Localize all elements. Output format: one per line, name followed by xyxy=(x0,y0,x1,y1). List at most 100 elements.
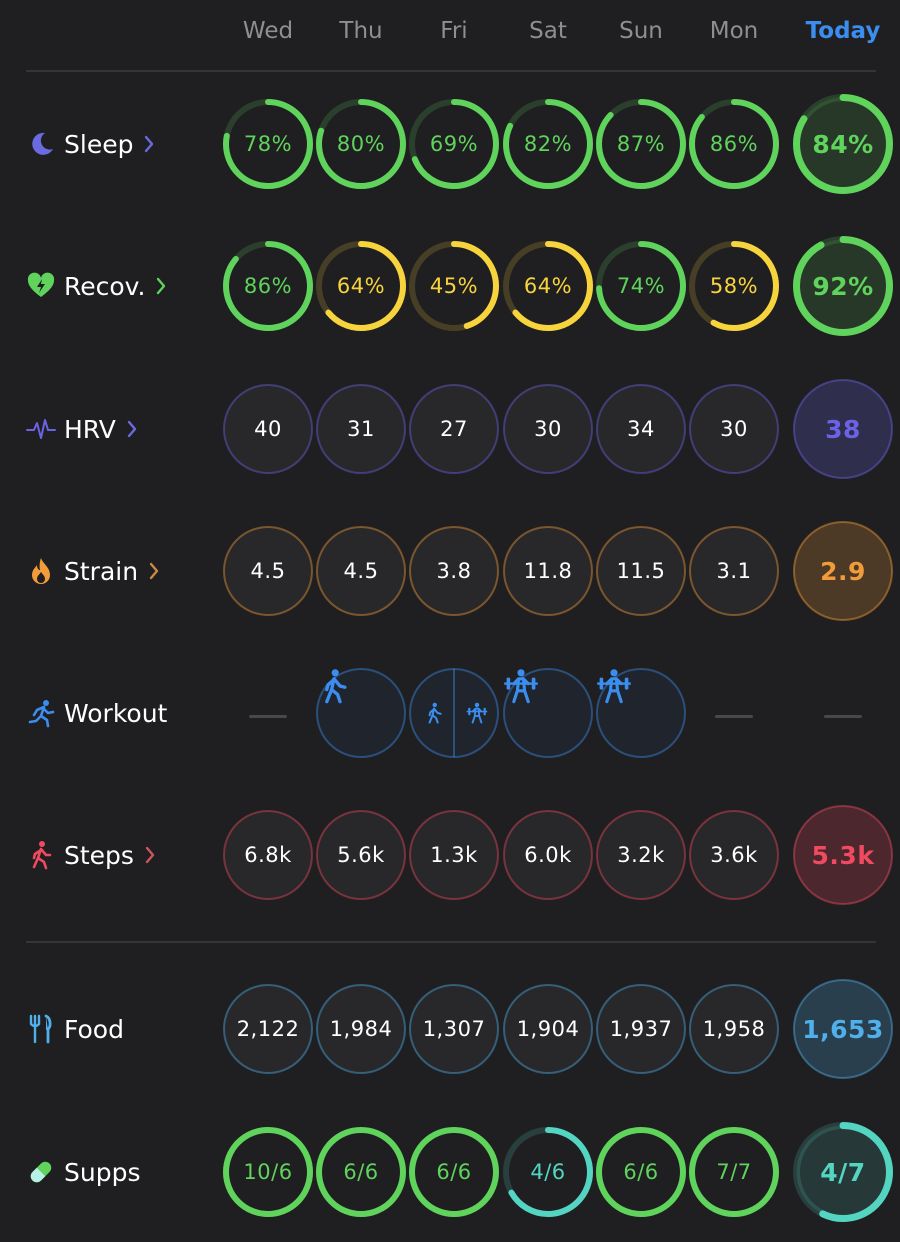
day-label-sun: Sun xyxy=(619,18,663,44)
row-label-supps: Supps xyxy=(26,1102,140,1242)
sleep-cell-sun[interactable]: 87% xyxy=(596,99,686,189)
sleep-cell-mon[interactable]: 86% xyxy=(689,99,779,189)
strain-cell-today[interactable]: 2.9 xyxy=(793,521,893,621)
chevron-right-icon xyxy=(143,134,155,154)
supps-cell-thu[interactable]: 6/6 xyxy=(316,1127,406,1217)
strain-cell-mon[interactable]: 3.1 xyxy=(689,526,779,616)
supps-cell-mon[interactable]: 7/7 xyxy=(689,1127,779,1217)
hrv-cell-sun[interactable]: 34 xyxy=(596,384,686,474)
cell-outline xyxy=(223,526,313,616)
hrv-cell-mon[interactable]: 30 xyxy=(689,384,779,474)
cell-outline xyxy=(596,810,686,900)
chevron-right-icon xyxy=(144,845,156,865)
recovery-cell-wed[interactable]: 86% xyxy=(223,241,313,331)
ring-progress xyxy=(223,1127,313,1217)
recovery-cell-thu[interactable]: 64% xyxy=(316,241,406,331)
strain-cell-sun[interactable]: 11.5 xyxy=(596,526,686,616)
steps-cell-today[interactable]: 5.3k xyxy=(793,805,893,905)
hrv-cell-wed[interactable]: 40 xyxy=(223,384,313,474)
food-cell-wed[interactable]: 2,122 xyxy=(223,984,313,1074)
cell-value: 6.8k xyxy=(244,843,292,867)
workout-cell-fri[interactable] xyxy=(409,668,499,758)
supps-cell-today[interactable]: 4/7 xyxy=(793,1122,893,1222)
food-cell-thu[interactable]: 1,984 xyxy=(316,984,406,1074)
hrv-cell-today[interactable]: 38 xyxy=(793,379,893,479)
recovery-cell-today[interactable]: 92% xyxy=(793,236,893,336)
strain-cell-sat[interactable]: 11.8 xyxy=(503,526,593,616)
sleep-cell-sat[interactable]: 82% xyxy=(503,99,593,189)
hrv-cell-sat[interactable]: 30 xyxy=(503,384,593,474)
row-supps: Supps 10/6 6/6 6/6 4/6 6/6 7/7 4/7 xyxy=(0,1102,900,1242)
row-label-text: Strain xyxy=(64,556,139,586)
food-cell-sun[interactable]: 1,937 xyxy=(596,984,686,1074)
supps-cell-wed[interactable]: 10/6 xyxy=(223,1127,313,1217)
recovery-cell-sat[interactable]: 64% xyxy=(503,241,593,331)
row-label-strain[interactable]: Strain xyxy=(26,501,160,641)
steps-cell-sat[interactable]: 6.0k xyxy=(503,810,593,900)
cell-value: 38 xyxy=(825,414,861,444)
steps-cell-thu[interactable]: 5.6k xyxy=(316,810,406,900)
row-workout: Workout xyxy=(0,643,900,783)
strain-cell-wed[interactable]: 4.5 xyxy=(223,526,313,616)
recovery-cell-sun[interactable]: 74% xyxy=(596,241,686,331)
cell-outline xyxy=(689,384,779,474)
row-strain: Strain 4.5 4.5 3.8 11.8 11.5 3.1 2.9 xyxy=(0,501,900,641)
steps-cell-wed[interactable]: 6.8k xyxy=(223,810,313,900)
day-label-fri: Fri xyxy=(440,18,468,44)
steps-cell-mon[interactable]: 3.6k xyxy=(689,810,779,900)
cell-outline xyxy=(596,384,686,474)
row-label-steps[interactable]: Steps xyxy=(26,785,156,925)
cell-value: 6.0k xyxy=(524,843,572,867)
hrv-cell-thu[interactable]: 31 xyxy=(316,384,406,474)
workout-cell-thu[interactable] xyxy=(316,668,406,758)
sleep-cell-fri[interactable]: 69% xyxy=(409,99,499,189)
supps-cell-sun[interactable]: 6/6 xyxy=(596,1127,686,1217)
supps-cell-fri[interactable]: 6/6 xyxy=(409,1127,499,1217)
food-cell-mon[interactable]: 1,958 xyxy=(689,984,779,1074)
workout-cell-sun[interactable] xyxy=(596,668,686,758)
chevron-right-icon xyxy=(155,276,167,296)
cell-value: 40 xyxy=(254,417,282,441)
cell-value: 1,653 xyxy=(802,1014,884,1044)
cell-value: 6/6 xyxy=(436,1160,472,1184)
sleep-cell-today[interactable]: 84% xyxy=(793,94,893,194)
day-label-today: Today xyxy=(805,18,881,44)
cell-value: 64% xyxy=(523,274,573,298)
strain-cell-fri[interactable]: 3.8 xyxy=(409,526,499,616)
cell-value: 34 xyxy=(627,417,655,441)
cell-outline xyxy=(223,384,313,474)
steps-cell-fri[interactable]: 1.3k xyxy=(409,810,499,900)
workout-cell-sat[interactable] xyxy=(503,668,593,758)
ring-progress xyxy=(409,1127,499,1217)
row-label-recovery[interactable]: Recov. xyxy=(26,216,167,356)
cell-value: 3.8 xyxy=(436,559,472,583)
food-cell-fri[interactable]: 1,307 xyxy=(409,984,499,1074)
sleep-cell-thu[interactable]: 80% xyxy=(316,99,406,189)
food-cell-sat[interactable]: 1,904 xyxy=(503,984,593,1074)
strain-cell-thu[interactable]: 4.5 xyxy=(316,526,406,616)
row-label-hrv[interactable]: HRV xyxy=(26,359,138,499)
day-label-thu: Thu xyxy=(339,18,383,44)
steps-cell-sun[interactable]: 3.2k xyxy=(596,810,686,900)
cell-value: 2.9 xyxy=(820,556,866,586)
recovery-cell-mon[interactable]: 58% xyxy=(689,241,779,331)
row-label-sleep[interactable]: Sleep xyxy=(26,74,155,214)
cell-outline xyxy=(596,984,686,1074)
supps-cell-sat[interactable]: 4/6 xyxy=(503,1127,593,1217)
cell-outline xyxy=(503,384,593,474)
hrv-cell-fri[interactable]: 27 xyxy=(409,384,499,474)
day-label-wed: Wed xyxy=(242,18,294,44)
row-steps: Steps 6.8k 5.6k 1.3k 6.0k 3.2k 3.6k 5.3k xyxy=(0,785,900,925)
cell-value: 31 xyxy=(347,417,375,441)
cell-outline xyxy=(316,526,406,616)
sleep-cell-wed[interactable]: 78% xyxy=(223,99,313,189)
cell-outline xyxy=(503,810,593,900)
cell-value: 64% xyxy=(336,274,386,298)
cell-value: 1,904 xyxy=(516,1017,580,1041)
cell-outline xyxy=(316,384,406,474)
row-label-workout: Workout xyxy=(26,643,167,783)
recovery-cell-fri[interactable]: 45% xyxy=(409,241,499,331)
food-cell-today[interactable]: 1,653 xyxy=(793,979,893,1079)
chevron-right-icon xyxy=(126,419,138,439)
cell-value: 11.8 xyxy=(523,559,573,583)
